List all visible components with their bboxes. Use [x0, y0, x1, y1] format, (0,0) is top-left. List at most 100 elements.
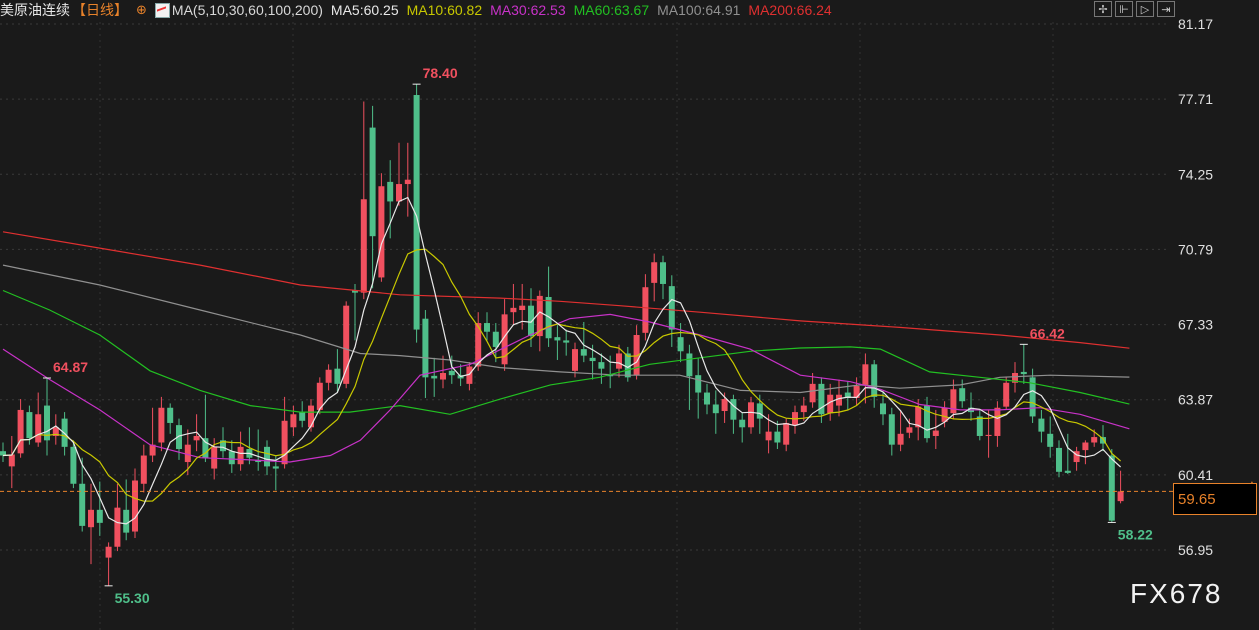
- candle-body[interactable]: [510, 307, 517, 313]
- candle-body[interactable]: [413, 95, 420, 330]
- candle-body[interactable]: [651, 262, 658, 283]
- candle-body[interactable]: [272, 466, 279, 469]
- candle-body[interactable]: [431, 375, 438, 379]
- candle-body[interactable]: [343, 305, 350, 384]
- crosshair-toggle-icon[interactable]: ⊕: [136, 2, 147, 17]
- candle-body[interactable]: [202, 438, 209, 458]
- candle-body[interactable]: [0, 451, 6, 456]
- candle-body[interactable]: [580, 349, 587, 356]
- candle-body[interactable]: [994, 407, 1001, 436]
- candle-body[interactable]: [695, 375, 702, 393]
- candle-body[interactable]: [140, 455, 147, 484]
- candle-body[interactable]: [880, 403, 886, 415]
- candle-body[interactable]: [642, 287, 649, 333]
- candle-body[interactable]: [924, 405, 930, 439]
- candle-body[interactable]: [712, 404, 719, 414]
- candle-body[interactable]: [809, 383, 816, 403]
- candle-body[interactable]: [325, 369, 332, 383]
- candle-body[interactable]: [220, 440, 226, 452]
- candle-body[interactable]: [149, 444, 156, 456]
- candle-body[interactable]: [871, 364, 878, 397]
- candle-body[interactable]: [1082, 442, 1089, 451]
- candle-body[interactable]: [132, 480, 138, 532]
- candle-body[interactable]: [756, 403, 763, 419]
- candle-body[interactable]: [800, 405, 807, 413]
- candle-body[interactable]: [624, 353, 631, 378]
- candle-body[interactable]: [572, 349, 578, 371]
- candle-body[interactable]: [26, 412, 33, 439]
- candle-body[interactable]: [123, 509, 130, 533]
- candle-body[interactable]: [167, 407, 174, 423]
- candle-body[interactable]: [255, 459, 262, 463]
- candle-body[interactable]: [976, 416, 983, 436]
- candle-body[interactable]: [862, 364, 869, 385]
- candle-body[interactable]: [660, 262, 666, 284]
- crosshair-icon[interactable]: ✢: [1094, 1, 1112, 17]
- candle-body[interactable]: [844, 392, 851, 398]
- candle-body[interactable]: [607, 375, 614, 377]
- candle-body[interactable]: [264, 446, 270, 467]
- candle-body[interactable]: [466, 366, 473, 384]
- candle-body[interactable]: [897, 433, 904, 445]
- candle-body[interactable]: [352, 290, 358, 293]
- candle-body[interactable]: [765, 431, 772, 441]
- candle-body[interactable]: [985, 434, 992, 436]
- candle-body[interactable]: [44, 405, 50, 441]
- candle-body[interactable]: [316, 382, 323, 410]
- candle-body[interactable]: [448, 370, 455, 376]
- candle-body[interactable]: [616, 353, 622, 369]
- candle-body[interactable]: [668, 286, 675, 330]
- candle-body[interactable]: [528, 305, 534, 337]
- candle-body[interactable]: [1029, 377, 1036, 417]
- candle-body[interactable]: [827, 394, 834, 414]
- candle-body[interactable]: [704, 392, 710, 405]
- candle-body[interactable]: [193, 435, 200, 441]
- candle-body[interactable]: [308, 405, 314, 428]
- candle-body[interactable]: [369, 127, 376, 237]
- candle-body[interactable]: [396, 184, 402, 202]
- candle-body[interactable]: [589, 357, 596, 362]
- candle-body[interactable]: [88, 509, 94, 528]
- step-forward-icon[interactable]: ▷: [1136, 1, 1154, 17]
- candle-body[interactable]: [52, 427, 59, 436]
- candle-body[interactable]: [545, 296, 552, 339]
- indicator-chart-icon[interactable]: [154, 2, 170, 18]
- candle-body[interactable]: [440, 373, 446, 380]
- candle-body[interactable]: [1020, 371, 1027, 375]
- candle-body[interactable]: [906, 427, 913, 433]
- period-selector[interactable]: 【日线】: [72, 2, 128, 18]
- candle-body[interactable]: [950, 389, 957, 414]
- candle-body[interactable]: [888, 414, 895, 445]
- candle-body[interactable]: [228, 451, 235, 465]
- candle-body[interactable]: [404, 179, 411, 185]
- candle-body[interactable]: [853, 386, 860, 398]
- candle-body[interactable]: [17, 409, 24, 454]
- candle-body[interactable]: [783, 422, 790, 445]
- candle-body[interactable]: [1012, 373, 1018, 383]
- candle-body[interactable]: [176, 425, 182, 450]
- candle-body[interactable]: [484, 323, 490, 332]
- candle-body[interactable]: [1003, 382, 1010, 407]
- candle-body[interactable]: [1073, 451, 1080, 463]
- candle-body[interactable]: [8, 454, 15, 467]
- candle-body[interactable]: [836, 394, 842, 406]
- candle-body[interactable]: [1100, 437, 1106, 444]
- candle-body[interactable]: [598, 362, 605, 369]
- candle-body[interactable]: [114, 507, 121, 547]
- candle-body[interactable]: [739, 419, 746, 428]
- candle-body[interactable]: [96, 509, 103, 523]
- candle-body[interactable]: [633, 334, 640, 376]
- candle-body[interactable]: [1091, 437, 1098, 443]
- candle-body[interactable]: [360, 199, 367, 293]
- candle-body[interactable]: [237, 446, 244, 465]
- candle-body[interactable]: [721, 399, 728, 412]
- zoom-fit-icon[interactable]: ⊩: [1115, 1, 1133, 17]
- candle-body[interactable]: [774, 431, 781, 443]
- candle-body[interactable]: [158, 407, 165, 443]
- candle-body[interactable]: [290, 414, 297, 428]
- candle-body[interactable]: [211, 446, 218, 469]
- candle-body[interactable]: [299, 412, 306, 421]
- candle-body[interactable]: [554, 337, 561, 341]
- candle-body[interactable]: [35, 414, 42, 443]
- candle-body[interactable]: [915, 406, 922, 428]
